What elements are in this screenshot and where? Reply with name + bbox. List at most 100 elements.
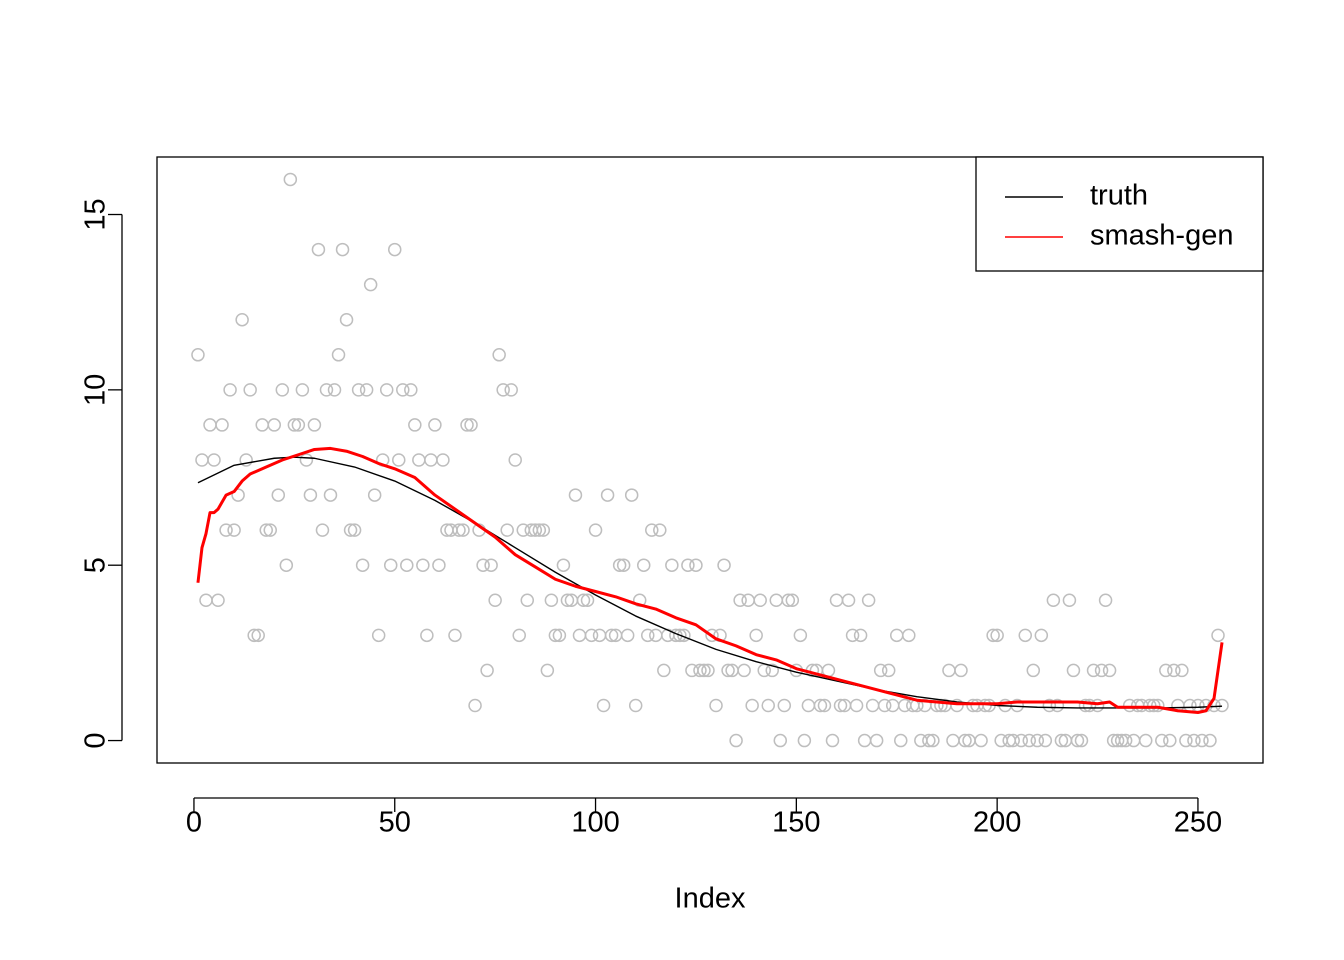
point xyxy=(1098,593,1113,608)
point xyxy=(1118,733,1133,748)
point xyxy=(476,558,490,572)
point xyxy=(641,628,655,643)
point xyxy=(1050,698,1065,713)
point xyxy=(251,628,265,643)
point xyxy=(596,698,611,713)
point xyxy=(1195,733,1209,748)
point xyxy=(1070,733,1085,748)
point xyxy=(323,488,338,502)
point xyxy=(203,418,217,432)
point xyxy=(488,593,502,608)
point xyxy=(195,453,209,467)
point xyxy=(785,593,800,608)
point xyxy=(877,698,892,713)
point xyxy=(954,663,968,678)
point xyxy=(1187,733,1201,748)
point xyxy=(408,418,422,432)
point xyxy=(239,453,253,467)
point xyxy=(227,523,241,537)
point xyxy=(299,453,314,467)
x-tick-label: 0 xyxy=(186,807,202,839)
point xyxy=(355,558,370,572)
point xyxy=(331,348,346,362)
point xyxy=(717,558,731,572)
point xyxy=(568,488,583,502)
point xyxy=(1215,698,1229,713)
point xyxy=(343,523,358,537)
point xyxy=(1022,733,1037,748)
point xyxy=(492,348,506,362)
point xyxy=(291,418,306,432)
point xyxy=(958,733,972,748)
point xyxy=(319,383,334,397)
point xyxy=(1159,663,1173,678)
x-tick-label: 200 xyxy=(973,807,1021,839)
point xyxy=(825,733,840,748)
point xyxy=(379,383,394,397)
point xyxy=(600,488,615,502)
point xyxy=(781,593,796,608)
point xyxy=(303,488,318,502)
point xyxy=(1066,663,1081,678)
y-tick-label: 5 xyxy=(80,557,112,573)
point xyxy=(636,558,651,572)
point xyxy=(580,593,595,608)
point xyxy=(902,628,916,643)
point xyxy=(359,383,374,397)
point xyxy=(773,733,788,748)
point xyxy=(560,593,575,608)
point xyxy=(484,558,498,572)
point xyxy=(243,383,257,397)
point xyxy=(452,523,466,537)
point xyxy=(363,277,378,292)
point xyxy=(657,663,671,678)
point xyxy=(729,733,743,748)
point xyxy=(468,698,482,713)
point xyxy=(1054,733,1069,748)
x-tick-label: 250 xyxy=(1174,807,1222,839)
point xyxy=(287,418,302,432)
point xyxy=(275,383,290,397)
point xyxy=(889,628,904,643)
point xyxy=(259,523,273,537)
point xyxy=(504,383,518,397)
point xyxy=(351,383,366,397)
point xyxy=(424,453,438,467)
point xyxy=(749,628,763,643)
point xyxy=(974,733,988,748)
legend-box xyxy=(975,156,1264,272)
point xyxy=(552,628,567,643)
point xyxy=(500,523,514,537)
point xyxy=(400,558,414,572)
point xyxy=(737,663,751,678)
point xyxy=(420,628,434,643)
point xyxy=(793,628,808,643)
point xyxy=(311,242,326,257)
legend-label: smash-gen xyxy=(1090,220,1233,252)
point xyxy=(512,628,526,643)
point xyxy=(371,628,386,643)
point xyxy=(448,628,462,643)
point xyxy=(833,698,848,713)
point xyxy=(428,418,442,432)
point xyxy=(572,628,587,643)
point xyxy=(813,698,828,713)
point xyxy=(223,383,237,397)
point xyxy=(701,663,715,678)
point xyxy=(412,453,426,467)
point xyxy=(387,242,402,257)
point xyxy=(267,418,282,432)
point xyxy=(1042,698,1057,713)
point xyxy=(950,698,964,713)
point xyxy=(721,663,735,678)
point xyxy=(347,523,362,537)
point xyxy=(733,593,747,608)
point xyxy=(215,418,229,432)
point xyxy=(926,733,940,748)
point xyxy=(576,593,591,608)
point xyxy=(769,593,784,608)
point xyxy=(1147,698,1161,713)
point xyxy=(741,593,755,608)
point xyxy=(986,628,1000,643)
